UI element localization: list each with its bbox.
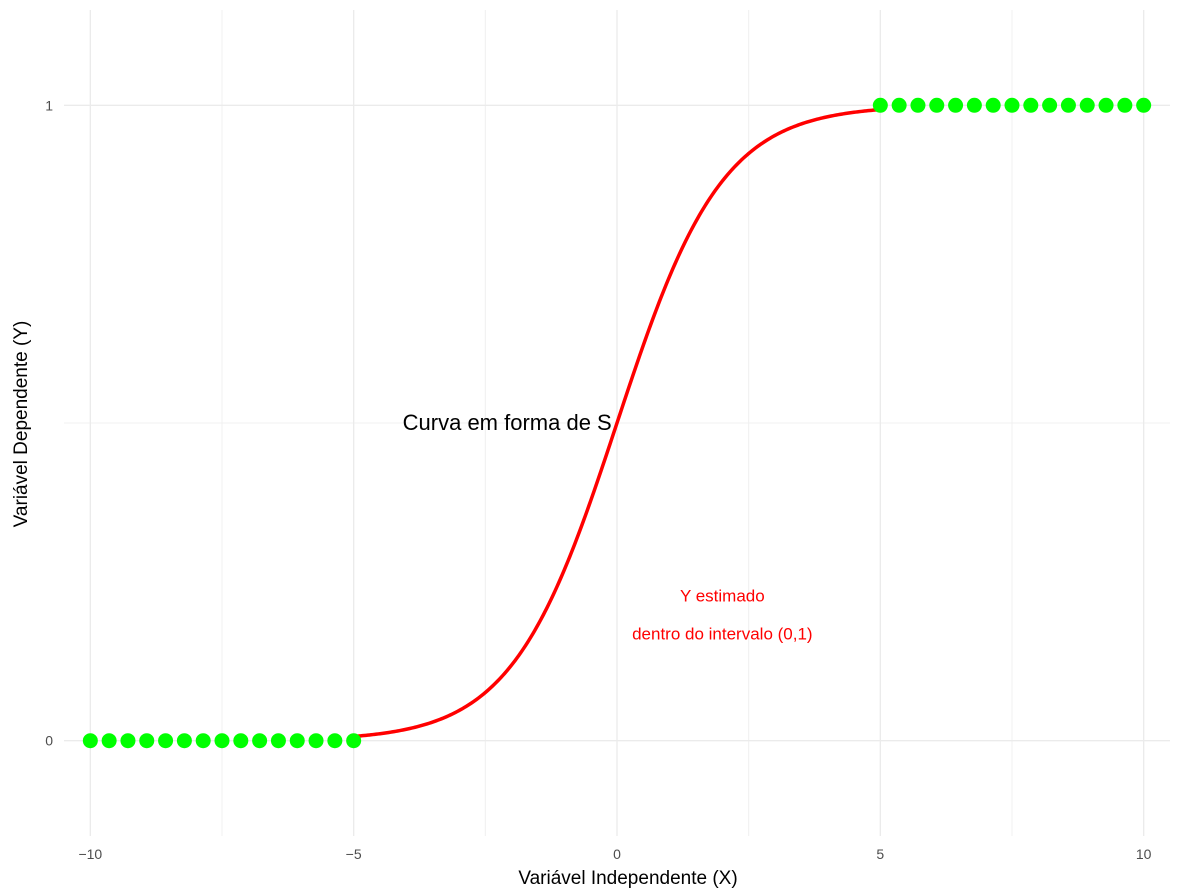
data-point: [891, 97, 907, 113]
x-tick-label: −10: [78, 846, 102, 862]
data-point: [1042, 97, 1058, 113]
x-tick-label: 0: [613, 846, 621, 862]
x-tick-label: 10: [1136, 846, 1152, 862]
y-axis-ticks: 01: [45, 97, 53, 748]
data-point: [948, 97, 964, 113]
data-point: [101, 733, 117, 749]
annotation-text: dentro do intervalo (0,1): [632, 625, 813, 644]
data-point: [929, 97, 945, 113]
data-point: [327, 733, 343, 749]
annotations: Curva em forma de S Y estimado dentro do i…: [403, 410, 813, 644]
data-point: [1023, 97, 1039, 113]
data-point: [214, 733, 230, 749]
y-tick-label: 1: [45, 97, 53, 113]
data-point: [1117, 97, 1133, 113]
data-point: [308, 733, 324, 749]
data-point: [252, 733, 268, 749]
data-point: [1079, 97, 1095, 113]
data-point: [1098, 97, 1114, 113]
data-points: [82, 97, 1152, 749]
x-tick-label: 5: [876, 846, 884, 862]
data-point: [1136, 97, 1152, 113]
data-point: [985, 97, 1001, 113]
data-point: [289, 733, 305, 749]
data-point: [120, 733, 136, 749]
data-point: [346, 733, 362, 749]
annotation-text: Y estimado: [680, 587, 765, 606]
y-tick-label: 0: [45, 733, 53, 749]
data-point: [233, 733, 249, 749]
data-point: [195, 733, 211, 749]
data-point: [966, 97, 982, 113]
data-point: [82, 733, 98, 749]
data-point: [872, 97, 888, 113]
x-axis-title: Variável Independente (X): [518, 868, 737, 889]
annotation-text: Curva em forma de S: [403, 410, 612, 435]
data-point: [1004, 97, 1020, 113]
data-point: [910, 97, 926, 113]
y-axis-title: Variável Dependente (Y): [11, 321, 32, 528]
data-point: [139, 733, 155, 749]
logistic-curve: [353, 107, 881, 739]
data-point: [176, 733, 192, 749]
data-point: [158, 733, 174, 749]
x-axis-ticks: −10 −5 0 5 10: [78, 846, 1151, 862]
data-point: [270, 733, 286, 749]
data-point: [1060, 97, 1076, 113]
x-tick-label: −5: [346, 846, 362, 862]
grid-major: [64, 10, 1170, 836]
